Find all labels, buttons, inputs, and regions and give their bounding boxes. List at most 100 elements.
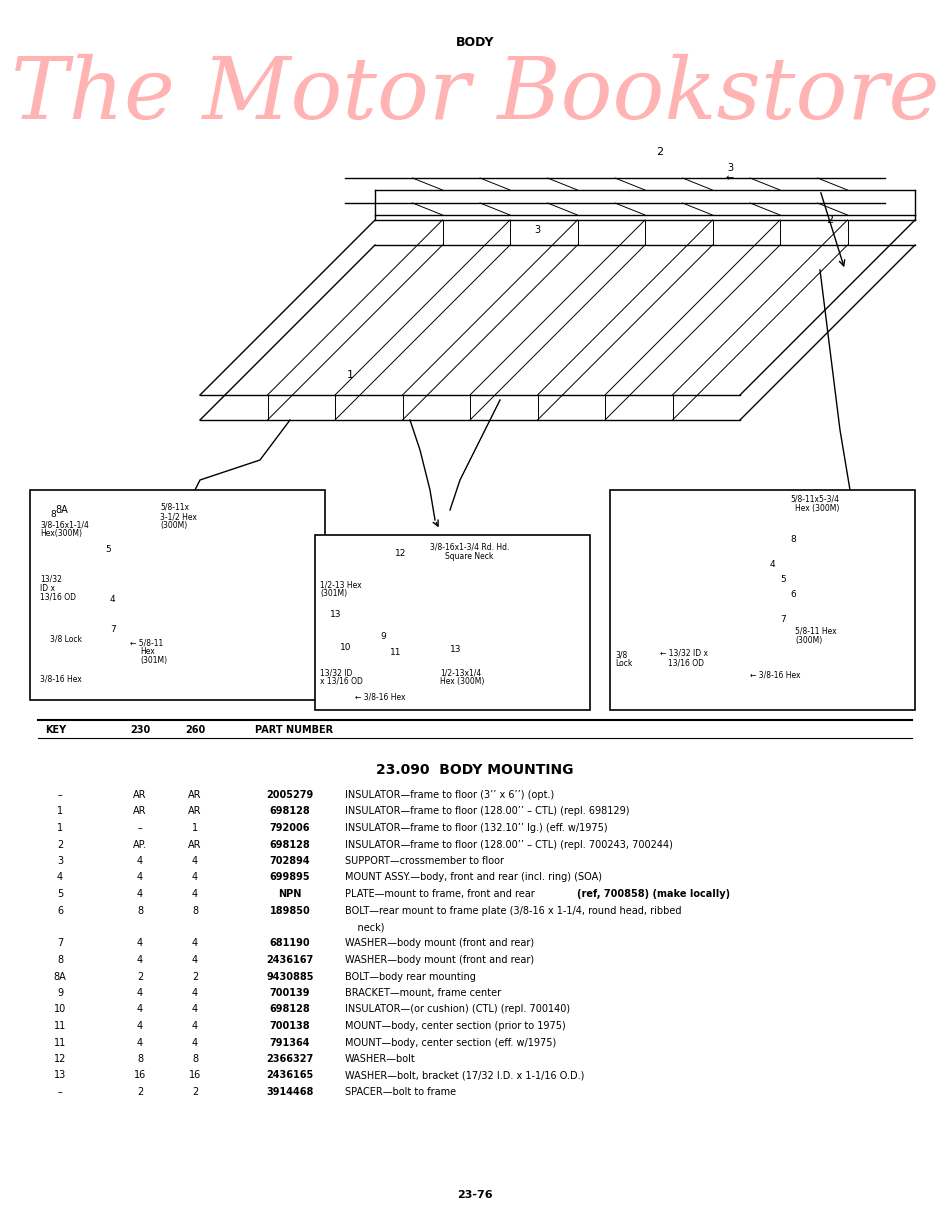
Text: 2: 2 — [192, 1086, 199, 1097]
Text: 3/8-16x1-3/4 Rd. Hd.: 3/8-16x1-3/4 Rd. Hd. — [430, 543, 509, 552]
Text: 4: 4 — [137, 1004, 143, 1014]
Text: 699895: 699895 — [270, 873, 311, 882]
Text: The Motor Bookstore: The Motor Bookstore — [10, 54, 940, 136]
Text: (300M): (300M) — [160, 521, 187, 530]
Text: ← 13/32 ID x: ← 13/32 ID x — [660, 649, 708, 658]
Text: 698128: 698128 — [270, 806, 311, 816]
Text: 4: 4 — [192, 939, 198, 949]
Text: 13/16 OD: 13/16 OD — [40, 594, 76, 602]
Text: 2: 2 — [826, 215, 833, 225]
Text: NPN: NPN — [278, 889, 302, 898]
Text: INSULATOR—frame to floor (3’’ x 6’’) (opt.): INSULATOR—frame to floor (3’’ x 6’’) (op… — [345, 790, 554, 800]
Text: 8A: 8A — [53, 971, 67, 982]
Text: 1: 1 — [57, 806, 63, 816]
Text: 4: 4 — [770, 560, 775, 569]
Text: –: – — [58, 790, 63, 800]
Text: Hex (300M): Hex (300M) — [795, 504, 840, 512]
Text: Hex: Hex — [140, 646, 155, 656]
Text: 3/8: 3/8 — [615, 650, 627, 659]
Text: 3P-17018: 3P-17018 — [857, 701, 900, 709]
Text: Hex (300M): Hex (300M) — [440, 677, 484, 686]
Text: AR: AR — [188, 839, 201, 849]
Text: AR: AR — [133, 806, 146, 816]
Text: 4: 4 — [192, 1037, 198, 1047]
Text: ← 3/8-16 Hex: ← 3/8-16 Hex — [750, 670, 801, 678]
Text: 7: 7 — [57, 939, 63, 949]
Text: 13/16 OD: 13/16 OD — [668, 658, 704, 667]
Text: BODY: BODY — [456, 36, 494, 48]
Text: ← 3/8-16 Hex: ← 3/8-16 Hex — [355, 692, 406, 701]
Text: 4: 4 — [192, 1021, 198, 1031]
Text: 1/2-13 Hex: 1/2-13 Hex — [320, 580, 362, 589]
Text: 12: 12 — [54, 1054, 66, 1064]
Text: (301M): (301M) — [140, 656, 167, 665]
Text: 4: 4 — [192, 955, 198, 965]
Text: 5/8-11x5-3/4: 5/8-11x5-3/4 — [790, 495, 839, 504]
Text: 5: 5 — [57, 889, 63, 898]
Text: 13: 13 — [54, 1070, 66, 1080]
Text: 9: 9 — [57, 988, 63, 998]
Text: 4: 4 — [137, 889, 143, 898]
Text: (301M): (301M) — [320, 589, 347, 599]
Text: 700139: 700139 — [270, 988, 311, 998]
Text: 4: 4 — [137, 1037, 143, 1047]
Text: MOUNT ASSY.—body, front and rear (incl. ring) (SOA): MOUNT ASSY.—body, front and rear (incl. … — [345, 873, 602, 882]
Bar — [30, 490, 325, 701]
Text: 791364: 791364 — [270, 1037, 311, 1047]
Text: 9430885: 9430885 — [266, 971, 314, 982]
Text: BOLT—body rear mounting: BOLT—body rear mounting — [345, 971, 476, 982]
Text: (ref, 700858) (make locally): (ref, 700858) (make locally) — [577, 889, 731, 898]
Text: 1: 1 — [347, 370, 353, 380]
Text: 3: 3 — [727, 163, 733, 173]
Text: 13/32 ID: 13/32 ID — [320, 669, 352, 677]
Text: INSULATOR—frame to floor (132.10’’ lg.) (eff. w/1975): INSULATOR—frame to floor (132.10’’ lg.) … — [345, 823, 608, 833]
Text: x 13/16 OD: x 13/16 OD — [320, 677, 363, 686]
Text: 16: 16 — [189, 1070, 201, 1080]
Text: 7: 7 — [780, 614, 786, 624]
Text: 4: 4 — [192, 857, 198, 866]
Text: ID x: ID x — [40, 584, 55, 594]
Text: 189850: 189850 — [270, 906, 311, 916]
Text: 3: 3 — [57, 857, 63, 866]
Text: 2436165: 2436165 — [266, 1070, 314, 1080]
Text: PART NUMBER: PART NUMBER — [255, 725, 333, 735]
Text: Square Neck: Square Neck — [445, 552, 493, 560]
Text: 13/32: 13/32 — [40, 575, 62, 584]
Text: 5/8-11 Hex: 5/8-11 Hex — [795, 627, 837, 635]
Text: 702894: 702894 — [270, 857, 311, 866]
Text: 8: 8 — [192, 1054, 198, 1064]
Text: 3914468: 3914468 — [266, 1086, 314, 1097]
Text: 5: 5 — [105, 544, 111, 554]
Text: AR: AR — [188, 806, 201, 816]
Text: Lock: Lock — [615, 659, 633, 669]
Text: WASHER—bolt, bracket (17/32 I.D. x 1-1/16 O.D.): WASHER—bolt, bracket (17/32 I.D. x 1-1/1… — [345, 1070, 584, 1080]
Text: 5/8-11x: 5/8-11x — [160, 503, 189, 512]
Text: 10: 10 — [54, 1004, 66, 1014]
Text: WASHER—body mount (front and rear): WASHER—body mount (front and rear) — [345, 955, 534, 965]
Text: Hex(300M): Hex(300M) — [40, 528, 82, 538]
Text: 4: 4 — [192, 1004, 198, 1014]
Text: 4: 4 — [137, 873, 143, 882]
Text: 2: 2 — [656, 147, 663, 157]
Text: BOLT—rear mount to frame plate (3/8-16 x 1-1/4, round head, ribbed: BOLT—rear mount to frame plate (3/8-16 x… — [345, 906, 681, 916]
Text: 11: 11 — [390, 648, 402, 658]
Text: SUPPORT—crossmember to floor: SUPPORT—crossmember to floor — [345, 857, 504, 866]
Text: 4: 4 — [137, 955, 143, 965]
Text: 698128: 698128 — [270, 839, 311, 849]
Text: AP.: AP. — [133, 839, 147, 849]
Text: 7: 7 — [110, 626, 116, 634]
Text: 2436167: 2436167 — [266, 955, 314, 965]
Text: 3/8-16x1-1/4: 3/8-16x1-1/4 — [40, 520, 89, 528]
Text: 4: 4 — [137, 939, 143, 949]
Text: 260: 260 — [185, 725, 205, 735]
Text: 2: 2 — [137, 971, 143, 982]
Text: 6: 6 — [790, 590, 796, 599]
Text: 9: 9 — [380, 632, 386, 642]
Text: 8: 8 — [57, 955, 63, 965]
Text: 230: 230 — [130, 725, 150, 735]
Text: 3/8 Lock: 3/8 Lock — [50, 635, 82, 644]
Text: 11: 11 — [54, 1021, 66, 1031]
Text: 5: 5 — [780, 575, 786, 584]
Text: 700138: 700138 — [270, 1021, 311, 1031]
Text: ← 5/8-11: ← 5/8-11 — [130, 638, 163, 646]
